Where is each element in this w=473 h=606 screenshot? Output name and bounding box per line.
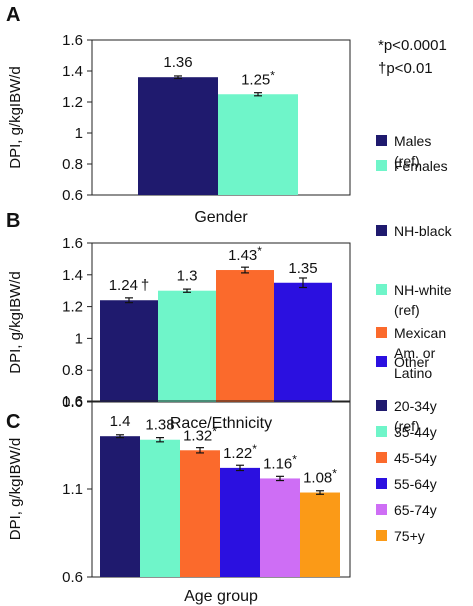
significance-note-p001: †p<0.01 [378,60,433,77]
legend-label: 35-44y [394,424,437,440]
legend-label: Males (ref) [394,133,431,169]
significance-marker: * [212,424,217,438]
data-label: 1.22* [223,442,257,462]
y-tick-label: 1.6 [62,32,83,49]
legend-label: NH-black [394,223,453,239]
bar [100,436,140,577]
legend-swatch [376,225,387,236]
legend-swatch [376,452,387,463]
y-tick-label: 1 [75,330,83,347]
data-label: 1.16* [263,452,297,472]
panel-letter: A [6,4,20,26]
y-tick-label: 0.6 [62,187,83,204]
legend-swatch [376,530,387,541]
y-axis-label: DPI, g/kgIBW/d [7,438,24,541]
y-tick-label: 1.4 [62,267,83,284]
legend-label: NH-white (ref) [394,282,452,318]
bar [300,492,340,577]
y-tick-label: 1.2 [62,299,83,316]
data-label: 1.35 [288,260,317,277]
data-label: 1.36 [163,54,192,71]
y-axis-label: DPI, g/kgIBW/d [7,66,24,169]
bar [180,450,220,577]
legend-swatch [376,327,387,338]
bar [100,300,158,402]
data-label: 1.4 [110,413,131,430]
data-label: 1.25* [241,68,275,88]
legend-swatch [376,504,387,515]
data-label: 1.24 † [109,277,150,294]
bar [220,467,260,577]
x-axis-label: Age group [184,588,258,605]
legend-label: Other [394,354,429,370]
x-axis-label: Gender [194,209,248,226]
y-tick-label: 1.6 [62,235,83,252]
significance-marker: † [141,277,149,294]
legend-label: Females [394,158,448,174]
legend-swatch [376,426,387,437]
bar [260,478,300,577]
legend-label: 65-74y [394,502,437,518]
y-tick-label: 0.8 [62,156,83,173]
significance-marker: * [292,452,297,466]
panel-letter: C [6,411,20,433]
legend-label: 45-54y [394,450,437,466]
data-label: 1.32* [183,424,217,444]
y-tick-label: 1.1 [62,481,83,498]
panel-a: A 0.6 0.8 1 1.2 1.4 1.6 DPI, g/kgIBW/d Gender 1.3… [6,4,448,226]
significance-marker: * [332,467,337,481]
panel-b: B 0.6 0.8 1 1.2 1.4 1.6 DPI, g/kgIBW/d Race/Ethn… [6,210,453,432]
significance-note-p0001: *p<0.0001 [378,37,447,54]
data-label: 1.08* [303,467,337,487]
legend-swatch [376,356,387,367]
panel-letter: B [6,210,20,232]
legend-swatch [376,135,387,146]
data-label: 1.3 [177,268,198,285]
bar [138,77,218,195]
y-tick-label: 1.2 [62,94,83,111]
y-axis-label: DPI, g/kgIBW/d [7,271,24,374]
legend-swatch [376,478,387,489]
y-tick-label: 0.6 [62,394,83,411]
y-tick-label: 1.4 [62,63,83,80]
legend-swatch [376,160,387,171]
significance-marker: * [270,68,275,82]
legend-swatch [376,284,387,295]
bar [274,282,332,402]
data-label: 1.43* [228,244,262,264]
bar [216,270,274,402]
bar [158,290,216,402]
legend-label: Mexican Am. or Latino [394,325,446,381]
data-label: 1.38 [145,417,174,434]
legend-label: 75+y [394,528,425,544]
y-tick-label: 0.6 [62,569,83,586]
significance-marker: * [257,244,262,258]
significance-marker: * [252,442,257,456]
legend-swatch [376,400,387,411]
y-tick-label: 0.8 [62,362,83,379]
y-tick-label: 1.6 [62,393,83,410]
panel-c: C 0.6 1.1 1.6 DPI, g/kgIBW/d Age group 1.4 20-3… [6,393,437,605]
legend-label: 55-64y [394,476,437,492]
x-axis-label: Race/Ethnicity [170,415,272,432]
bar [140,439,180,577]
y-tick-label: 1 [75,125,83,142]
legend-label: 20-34y (ref) [394,398,437,434]
bar [218,94,298,195]
